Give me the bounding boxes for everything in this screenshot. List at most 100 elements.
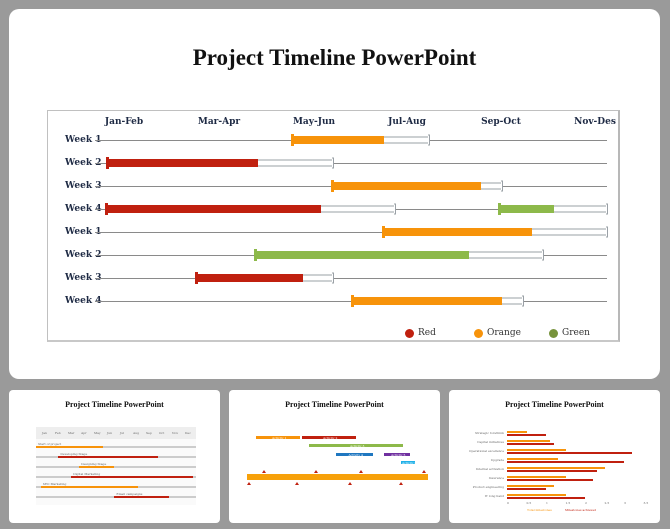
category-label: Insurance [488, 476, 504, 480]
remaining-bar[interactable] [384, 134, 430, 146]
series-bar [507, 487, 546, 490]
category-label: IT long hand [484, 494, 504, 498]
row-label: Week 4 [65, 296, 102, 306]
row-axis-line [95, 163, 607, 164]
milestone-marker-icon [314, 470, 318, 473]
series-bar [507, 485, 554, 487]
legend-label: Milestones achieved [565, 508, 597, 512]
remaining-bar[interactable] [258, 157, 334, 169]
month-label: Sep [146, 431, 152, 435]
x-tick: 3.5 [643, 501, 649, 505]
month-label: May-Jun [292, 117, 336, 127]
activity-label: Activity 3 [350, 444, 365, 448]
milestone-marker-icon [262, 470, 266, 473]
activity-bar: Activity 2 [302, 436, 356, 440]
red-progress-bar[interactable] [106, 157, 258, 169]
month-label: Jan [42, 431, 47, 435]
thumbnail-slide-3[interactable]: Project Timeline PowerPoint Strategic fo… [449, 390, 660, 523]
red-progress-bar[interactable] [195, 272, 303, 284]
thumbnail-title: Project Timeline PowerPoint [505, 400, 604, 409]
legend-label: Green [562, 328, 590, 338]
month-label: Sep-Oct [481, 117, 521, 127]
row-axis-line [95, 232, 607, 233]
milestone-marker-icon [422, 470, 426, 473]
month-label: Nov [172, 431, 179, 435]
month-label: Apr [81, 431, 87, 435]
series-bar [507, 496, 585, 499]
remaining-bar[interactable] [532, 226, 608, 238]
legend-item: Green [549, 328, 590, 338]
milestone-marker-icon [247, 482, 251, 485]
main-slide-preview[interactable]: Project Timeline PowerPoint Jan-Feb Mar-A… [9, 9, 660, 379]
remaining-bar[interactable] [502, 295, 524, 307]
mini-gantt: Jan Feb Mar Apr May Jun Jul Aug Sep Oct Nov Dec Star… [36, 427, 196, 505]
activity-label: Activity 6 [402, 461, 417, 465]
category-label: Upgrade [490, 458, 504, 462]
series-bar [507, 433, 546, 436]
series-bar [507, 460, 624, 463]
month-label: Mar [68, 431, 75, 435]
series-bar [507, 449, 566, 451]
orange-progress-bar[interactable] [382, 226, 532, 238]
task-label: Start of project [38, 442, 62, 446]
task-bar [114, 496, 169, 498]
activity-bar: Activity 6 [401, 461, 417, 465]
thumbnail-slide-1[interactable]: Project Timeline PowerPoint Jan Feb Mar Apr… [9, 390, 220, 523]
remaining-bar[interactable] [481, 180, 503, 192]
row-label: Week 1 [65, 135, 102, 145]
x-tick: 3 [624, 501, 626, 505]
activity-bar: Activity 5 [384, 453, 410, 457]
row-label: Week 3 [65, 181, 102, 191]
series-bar [507, 442, 554, 445]
x-tick: 1 [546, 501, 548, 505]
series-bar [507, 451, 632, 454]
task-bar [79, 466, 115, 468]
milestone-marker-icon [359, 470, 363, 473]
x-tick: 2 [585, 501, 587, 505]
row-axis-line [95, 278, 607, 279]
activity-label: Activity 2 [323, 436, 338, 440]
milestone-marker-icon [399, 482, 403, 485]
timeline-axis [247, 474, 428, 480]
series-bar [507, 467, 605, 469]
activity-label: Activity 1 [272, 436, 287, 440]
orange-progress-bar[interactable] [331, 180, 481, 192]
green-progress-bar[interactable] [498, 203, 554, 215]
x-tick: 0.5 [526, 501, 532, 505]
month-label: Nov-Des [574, 117, 616, 127]
timeline-chart: Jan-Feb Mar-Apr May-Jun Jul-Aug Sep-Oct Nov-D… [47, 110, 620, 342]
series-bar [507, 469, 597, 472]
activity-bar: Activity 1 [256, 436, 300, 440]
legend-label: Total milestones [527, 508, 552, 512]
orange-progress-bar[interactable] [351, 295, 502, 307]
task-label: Developing Stage [60, 452, 88, 456]
month-label: Jul-Aug [388, 117, 426, 127]
legend-dot-icon [405, 328, 414, 338]
task-label: SEO Marketing [42, 482, 67, 486]
remaining-bar[interactable] [469, 249, 544, 261]
thumbnail-title: Project Timeline PowerPoint [65, 400, 164, 409]
category-label: Internal activation [475, 467, 504, 471]
thumbnail-slide-2[interactable]: Project Timeline PowerPoint Activity 1 Ac… [229, 390, 440, 523]
category-label: Operational excellence [469, 449, 504, 453]
task-bar [40, 486, 139, 488]
remaining-bar[interactable] [321, 203, 396, 215]
red-progress-bar[interactable] [105, 203, 321, 215]
row-label: Week 4 [65, 204, 102, 214]
legend-item: Red [405, 328, 436, 338]
green-progress-bar[interactable] [254, 249, 469, 261]
month-label: Jan-Feb [104, 117, 144, 127]
month-label: Feb [55, 431, 61, 435]
remaining-bar[interactable] [303, 272, 334, 284]
orange-progress-bar[interactable] [291, 134, 384, 146]
legend-dot-icon [474, 328, 483, 338]
legend-label: Orange [487, 328, 521, 338]
month-label: Mar-Apr [197, 117, 241, 127]
month-label: May [94, 431, 101, 435]
series-bar [507, 478, 593, 481]
slide-title: Project Timeline PowerPoint [192, 45, 477, 70]
thumbnail-title: Project Timeline PowerPoint [285, 400, 384, 409]
x-tick: 2.5 [604, 501, 610, 505]
row-label: Week 2 [65, 158, 102, 168]
remaining-bar[interactable] [554, 203, 608, 215]
